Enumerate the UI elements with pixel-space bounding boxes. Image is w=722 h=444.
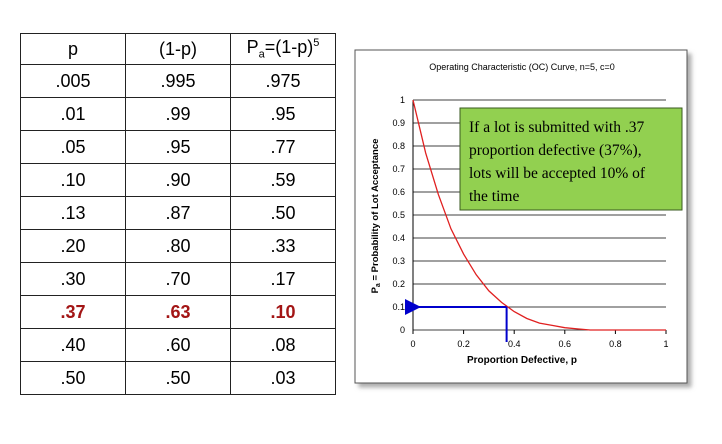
- table-cell: .03: [230, 361, 336, 395]
- table-cell: .95: [230, 97, 336, 131]
- table-cell: .005: [20, 64, 126, 98]
- y-tick-label: 0: [400, 325, 405, 335]
- annotation-text: proportion defective (37%),: [469, 142, 642, 159]
- header-sub: a: [258, 48, 265, 61]
- table-cell: .17: [230, 262, 336, 296]
- x-tick-label: 0.2: [457, 339, 470, 349]
- table-cell: .30: [20, 262, 126, 296]
- x-tick-label: 0: [410, 339, 415, 349]
- x-tick-label: 1: [663, 339, 668, 349]
- oc-curve: [412, 99, 666, 331]
- annotation-text: If a lot is submitted with .37: [469, 119, 644, 136]
- table-cell: .33: [230, 229, 336, 263]
- y-tick-label: 0.8: [392, 141, 405, 151]
- table-cell: .77: [230, 130, 336, 164]
- table-row: .20.80.33: [20, 229, 336, 263]
- y-label-text: = Probability of Lot Acceptance: [370, 139, 381, 284]
- chart-title: Operating Characteristic (OC) Curve, n=5…: [429, 62, 615, 72]
- table-row: .13.87.50: [20, 196, 336, 230]
- header-text: P: [246, 37, 259, 58]
- table-cell: .50: [20, 361, 126, 395]
- table-cell: .10: [20, 163, 126, 197]
- table-row: .50.50.03: [20, 361, 336, 395]
- pa-table: p (1-p) Pa=(1-p)5 .005.995.975.01.99.95.…: [20, 33, 336, 395]
- y-label-text: P: [370, 286, 381, 293]
- y-axis-label: Pa = Probability of Lot Acceptance: [370, 139, 382, 294]
- header-cell: Pa=(1-p)5: [230, 33, 336, 65]
- y-tick-label: 1: [400, 95, 405, 105]
- table-row: .37.63.10: [20, 295, 336, 329]
- table-row: .30.70.17: [20, 262, 336, 296]
- y-tick-label: 0.9: [392, 118, 405, 128]
- table-row: .10.90.59: [20, 163, 336, 197]
- y-tick-label: 0.1: [392, 302, 405, 312]
- y-tick-label: 0.4: [392, 233, 405, 243]
- table-row: .005.995.975: [20, 64, 336, 98]
- table-row: .05.95.77: [20, 130, 336, 164]
- table-cell: .08: [230, 328, 336, 362]
- x-tick-label: 0.6: [559, 339, 572, 349]
- table-cell: .05: [20, 130, 126, 164]
- table-cell: .90: [125, 163, 231, 197]
- table-cell: .99: [125, 97, 231, 131]
- table-cell: .995: [125, 64, 231, 98]
- table-cell: .63: [125, 295, 231, 329]
- y-tick-label: 0.3: [392, 256, 405, 266]
- x-tick-label: 0.4: [508, 339, 521, 349]
- header-sup: 5: [313, 37, 320, 50]
- annotation-text: lots will be accepted 10% of: [469, 165, 646, 182]
- y-tick-label: 0.2: [392, 279, 405, 289]
- x-tick-label: 0.8: [609, 339, 622, 349]
- annotation-box: [459, 107, 683, 211]
- table-cell: .60: [125, 328, 231, 362]
- header-row: p (1-p) Pa=(1-p)5: [20, 33, 336, 65]
- table-cell: .975: [230, 64, 336, 98]
- annotation-text: the time: [469, 188, 519, 205]
- table-cell: .50: [230, 196, 336, 230]
- table-cell: .40: [20, 328, 126, 362]
- header-text: =(1-p): [264, 37, 314, 58]
- table-row: .40.60.08: [20, 328, 336, 362]
- y-label-sub: a: [375, 283, 382, 287]
- x-axis-label: Proportion Defective, p: [467, 355, 577, 366]
- table-cell: .59: [230, 163, 336, 197]
- y-tick-label: 0.5: [392, 210, 405, 220]
- y-tick-label: 0.6: [392, 187, 405, 197]
- chart-frame: [354, 49, 688, 384]
- y-tick-label: 0.7: [392, 164, 405, 174]
- table-cell: .10: [230, 295, 336, 329]
